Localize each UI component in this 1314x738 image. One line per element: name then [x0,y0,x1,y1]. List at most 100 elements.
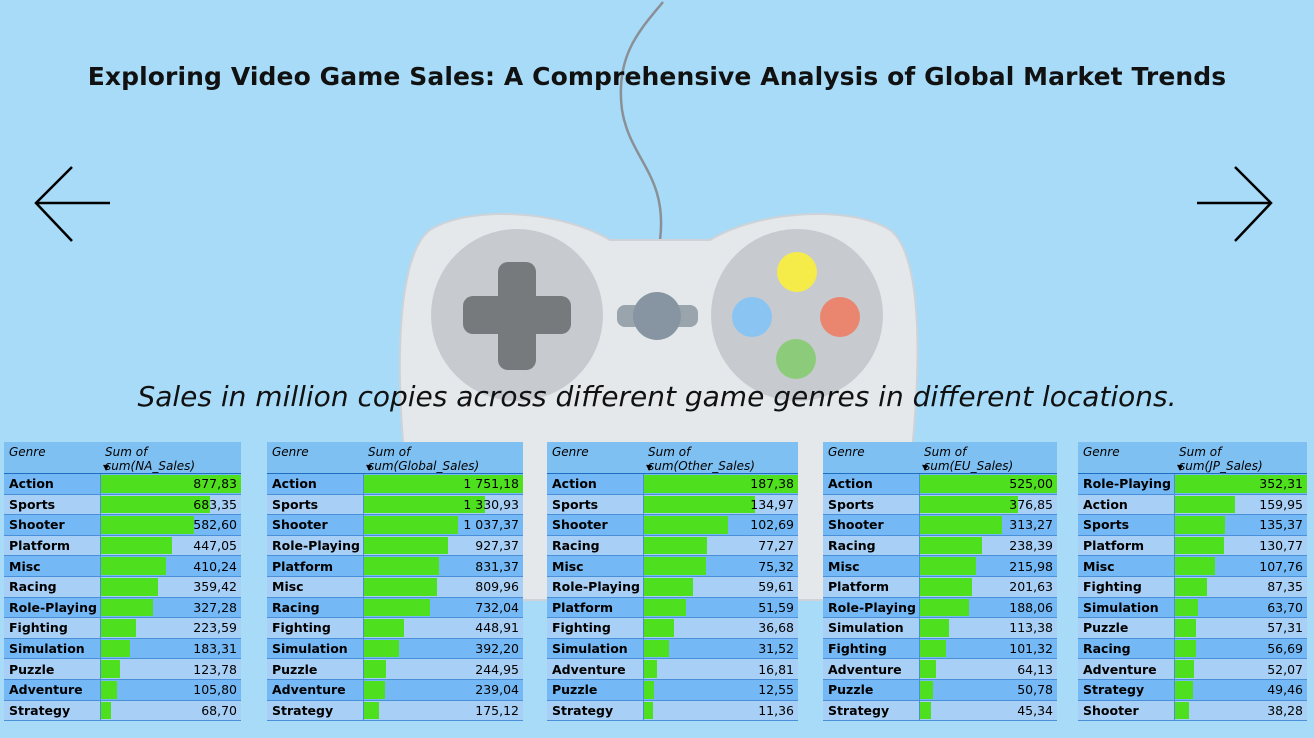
table-row[interactable]: Action 525,00 [823,473,1057,495]
genre-cell: Strategy [1078,679,1175,701]
value-label: 50,78 [1017,682,1053,698]
data-bar [643,701,653,720]
table-row[interactable]: Simulation 183,31 [4,638,241,660]
table-row[interactable]: Simulation 113,38 [823,617,1057,639]
data-bar [1174,577,1208,596]
table-row[interactable]: Sports 135,37 [1078,514,1307,536]
table-row[interactable]: Sports 376,85 [823,494,1057,516]
table-row[interactable]: Shooter 102,69 [547,514,798,536]
table-row[interactable]: Misc 107,76 [1078,555,1307,577]
table-row[interactable]: Puzzle 244,95 [267,658,523,680]
data-bar [643,495,755,514]
sort-desc-icon: ▼ [103,463,110,472]
table-row[interactable]: Fighting 36,68 [547,617,798,639]
value-column-header[interactable]: Sum of sum(EU_Sales) ▼ [919,442,1057,474]
table-row[interactable]: Shooter 313,27 [823,514,1057,536]
genre-cell: Adventure [1078,658,1175,680]
table-row[interactable]: Misc 75,32 [547,555,798,577]
table-row[interactable]: Action 159,95 [1078,494,1307,516]
table-row[interactable]: Action 187,38 [547,473,798,495]
table-row[interactable]: Strategy 175,12 [267,700,523,722]
arrow-right-icon[interactable] [1195,165,1275,245]
table-row[interactable]: Simulation 392,20 [267,638,523,660]
value-column-header[interactable]: Sum of sum(Global_Sales) ▼ [363,442,523,474]
data-bar [1174,495,1235,514]
value-cell: 683,35 [100,494,241,516]
table-row[interactable]: Misc 410,24 [4,555,241,577]
value-column-header[interactable]: Sum of sum(NA_Sales) ▼ [100,442,241,474]
table-row[interactable]: Simulation 63,70 [1078,597,1307,619]
table-row[interactable]: Sports 1 330,93 [267,494,523,516]
table-row[interactable]: Adventure 52,07 [1078,658,1307,680]
value-column-header[interactable]: Sum of sum(JP_Sales) ▼ [1174,442,1307,474]
genre-column-header[interactable]: Genre [4,442,100,474]
table-row[interactable]: Strategy 11,36 [547,700,798,722]
value-label: 1 330,93 [463,496,519,512]
genre-cell: Puzzle [547,679,644,701]
table-row[interactable]: Racing 238,39 [823,535,1057,557]
value-cell: 175,12 [363,700,523,722]
table-row[interactable]: Racing 732,04 [267,597,523,619]
table-row[interactable]: Adventure 64,13 [823,658,1057,680]
table-row[interactable]: Misc 215,98 [823,555,1057,577]
genre-column-header[interactable]: Genre [547,442,643,474]
table-row[interactable]: Simulation 31,52 [547,638,798,660]
table-row[interactable]: Action 1 751,18 [267,473,523,495]
table-row[interactable]: Puzzle 57,31 [1078,617,1307,639]
table-row[interactable]: Platform 130,77 [1078,535,1307,557]
table-row[interactable]: Role-Playing 927,37 [267,535,523,557]
table-row[interactable]: Puzzle 12,55 [547,679,798,701]
table-row[interactable]: Platform 447,05 [4,535,241,557]
table-row[interactable]: Fighting 101,32 [823,638,1057,660]
table-row[interactable]: Platform 831,37 [267,555,523,577]
value-cell: 113,38 [919,617,1057,639]
value-label: 175,12 [475,702,519,718]
table-row[interactable]: Role-Playing 59,61 [547,576,798,598]
table-row[interactable]: Puzzle 123,78 [4,658,241,680]
table-row[interactable]: Sports 134,97 [547,494,798,516]
table-row[interactable]: Racing 359,42 [4,576,241,598]
buttons-pad [711,229,883,401]
value-label: 238,39 [1009,538,1053,554]
table-row[interactable]: Adventure 16,81 [547,658,798,680]
genre-cell: Sports [547,494,644,516]
table-row[interactable]: Role-Playing 327,28 [4,597,241,619]
table-row[interactable]: Racing 56,69 [1078,638,1307,660]
table-row[interactable]: Shooter 582,60 [4,514,241,536]
table-row[interactable]: Strategy 68,70 [4,700,241,722]
table-row[interactable]: Shooter 38,28 [1078,700,1307,722]
table-row[interactable]: Misc 809,96 [267,576,523,598]
value-cell: 244,95 [363,658,523,680]
genre-column-header[interactable]: Genre [267,442,363,474]
button-blue [732,297,772,337]
table-row[interactable]: Puzzle 50,78 [823,679,1057,701]
table-row[interactable]: Adventure 105,80 [4,679,241,701]
genre-column-header[interactable]: Genre [823,442,919,474]
value-cell: 313,27 [919,514,1057,536]
value-cell: 135,37 [1174,514,1307,536]
value-column-header[interactable]: Sum of sum(Other_Sales) ▼ [643,442,798,474]
value-label: 239,04 [475,682,519,698]
table-row[interactable]: Action 877,83 [4,473,241,495]
value-label: 105,80 [193,682,237,698]
table-row[interactable]: Platform 51,59 [547,597,798,619]
table-row[interactable]: Sports 683,35 [4,494,241,516]
table-row[interactable]: Strategy 45,34 [823,700,1057,722]
table-row[interactable]: Platform 201,63 [823,576,1057,598]
table-row[interactable]: Adventure 239,04 [267,679,523,701]
table-row[interactable]: Role-Playing 352,31 [1078,473,1307,495]
table-row[interactable]: Fighting 448,91 [267,617,523,639]
data-bar [1174,701,1189,720]
table-row[interactable]: Fighting 87,35 [1078,576,1307,598]
genre-column-header[interactable]: Genre [1078,442,1174,474]
table-row[interactable]: Role-Playing 188,06 [823,597,1057,619]
arrow-left-icon[interactable] [32,165,112,245]
genre-cell: Simulation [267,638,364,660]
table-row[interactable]: Racing 77,27 [547,535,798,557]
genre-cell: Role-Playing [823,597,920,619]
table-row[interactable]: Strategy 49,46 [1078,679,1307,701]
table-row[interactable]: Fighting 223,59 [4,617,241,639]
table-row[interactable]: Shooter 1 037,37 [267,514,523,536]
value-label: 215,98 [1009,558,1053,574]
data-bar [363,557,440,575]
